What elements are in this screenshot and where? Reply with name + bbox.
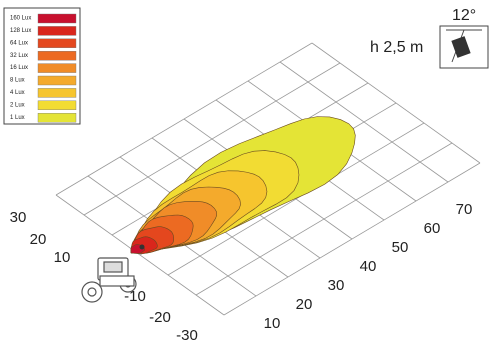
- grid-line: [279, 61, 449, 183]
- legend-swatch: [37, 88, 77, 98]
- light-source: [139, 244, 145, 250]
- distance-axis-label: 10: [264, 315, 281, 332]
- lateral-axis-label: 10: [54, 249, 71, 266]
- legend-swatch: [37, 13, 77, 24]
- lateral-axis-label: -10: [124, 288, 146, 305]
- lateral-axis-label: -20: [149, 309, 171, 326]
- isolux-contours: [130, 116, 356, 254]
- legend-label: 32 Lux: [10, 53, 28, 59]
- mounting-angle: 12°: [452, 7, 476, 24]
- distance-axis-label: 70: [456, 201, 473, 218]
- lateral-axis-label: -30: [176, 327, 198, 344]
- grid-line: [311, 42, 481, 164]
- grid-line: [55, 194, 225, 316]
- legend-swatch: [37, 38, 77, 48]
- legend: 160 Lux 128 Lux 64 Lux 32 Lux 16 Lux 8 Lux 4 L…: [3, 7, 81, 125]
- distance-axis-label: 40: [360, 258, 377, 275]
- legend-label: 2 Lux: [10, 102, 25, 108]
- legend-label: 64 Lux: [10, 40, 28, 46]
- tractor: [81, 257, 137, 303]
- legend-swatch: [37, 63, 77, 73]
- lateral-axis-label: 20: [30, 231, 47, 248]
- legend-label: 16 Lux: [10, 65, 28, 71]
- mounting-height: h 2,5 m: [370, 39, 423, 56]
- lamp-icon: [451, 36, 471, 58]
- legend-label: 160 Lux: [10, 16, 31, 22]
- mounting-info: h 2,5 m 12°: [370, 7, 489, 69]
- legend-label: 8 Lux: [10, 78, 25, 84]
- distance-axis-label: 20: [296, 296, 313, 313]
- lateral-axis-label: 30: [10, 209, 27, 226]
- legend-label: 1 Lux: [10, 115, 25, 121]
- distance-axis-label: 60: [424, 220, 441, 237]
- distance-axis-label: 30: [328, 277, 345, 294]
- legend-swatch: [37, 26, 77, 36]
- legend-swatch: [37, 112, 77, 123]
- distance-axis-label: 50: [392, 239, 409, 256]
- legend-swatch: [37, 51, 77, 61]
- legend-swatch: [37, 75, 77, 86]
- legend-swatch: [37, 100, 77, 111]
- legend-label: 128 Lux: [10, 28, 31, 34]
- legend-label: 4 Lux: [10, 90, 25, 96]
